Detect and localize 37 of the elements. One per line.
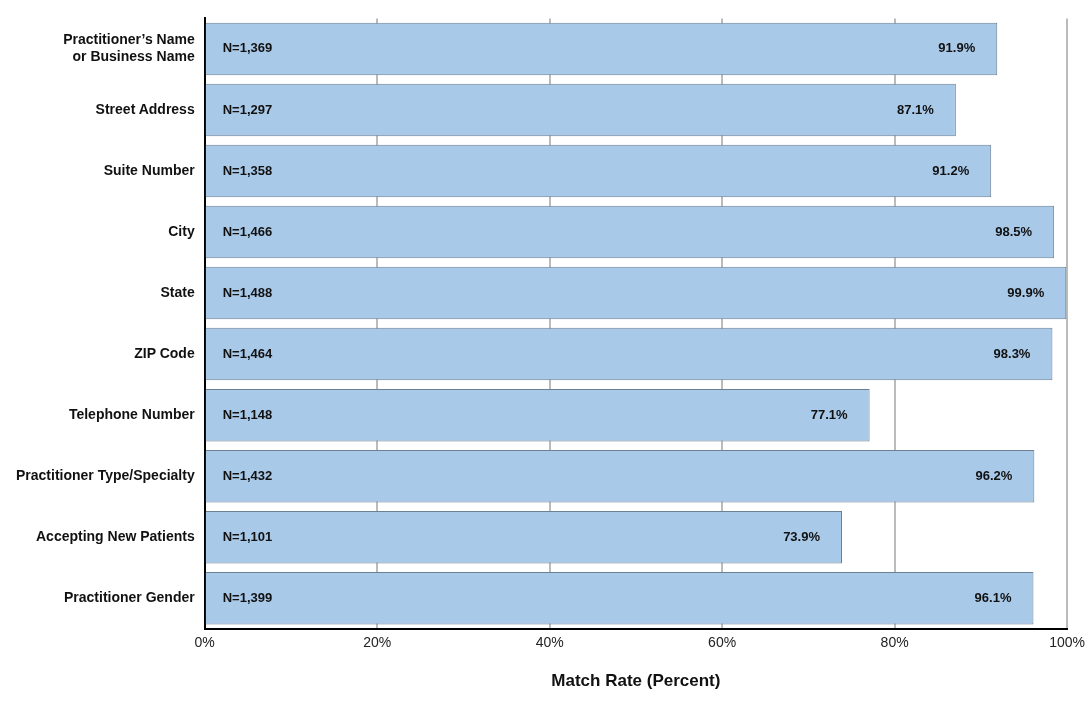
annotation: N=1,297 bbox=[222, 101, 273, 117]
y-tick-label: ZIP Code bbox=[134, 344, 195, 361]
annotation: N=1,148 bbox=[222, 406, 273, 422]
y-tick-label: State bbox=[160, 283, 195, 300]
y-tick-label: City bbox=[168, 222, 195, 239]
y-tick-label: Practitioner’s Name or Business Name bbox=[63, 31, 195, 65]
y-tick-label: Practitioner Type/Specialty bbox=[15, 467, 195, 484]
x-tick-label: 20% bbox=[363, 634, 392, 651]
annotation: N=1,101 bbox=[222, 528, 273, 544]
x-tick-label: 100% bbox=[1049, 634, 1085, 651]
x-tick-label: 80% bbox=[880, 634, 909, 651]
x-tick-label: 60% bbox=[708, 634, 737, 651]
data-label: 91.9% bbox=[938, 40, 976, 56]
data-label: 91.2% bbox=[932, 162, 970, 178]
data-label: 73.9% bbox=[783, 528, 821, 544]
x-tick-label: 0% bbox=[194, 634, 215, 651]
y-tick-label: Accepting New Patients bbox=[35, 528, 195, 545]
annotation: N=1,369 bbox=[222, 40, 273, 56]
annotation: N=1,358 bbox=[222, 162, 273, 178]
x-tick-label: 40% bbox=[535, 634, 564, 651]
data-label: 87.1% bbox=[896, 101, 935, 117]
y-tick-label: Telephone Number bbox=[68, 406, 196, 423]
y-tick-label: Street Address bbox=[95, 100, 195, 117]
data-label: 77.1% bbox=[810, 406, 849, 422]
y-tick-label: Practitioner Gender bbox=[63, 589, 196, 606]
data-label: 96.2% bbox=[975, 467, 1013, 483]
annotation: N=1,399 bbox=[222, 589, 273, 605]
y-tick-label: Suite Number bbox=[103, 161, 196, 178]
annotation: N=1,466 bbox=[222, 223, 273, 239]
annotation: N=1,464 bbox=[222, 345, 273, 361]
data-label: 99.9% bbox=[1007, 284, 1045, 300]
annotation: N=1,488 bbox=[222, 284, 273, 300]
data-label: 98.5% bbox=[995, 223, 1033, 239]
data-label: 98.3% bbox=[993, 345, 1031, 361]
data-label: 96.1% bbox=[974, 589, 1012, 605]
annotation: N=1,432 bbox=[222, 467, 273, 483]
x-axis-title: Match Rate (Percent) bbox=[551, 671, 721, 691]
